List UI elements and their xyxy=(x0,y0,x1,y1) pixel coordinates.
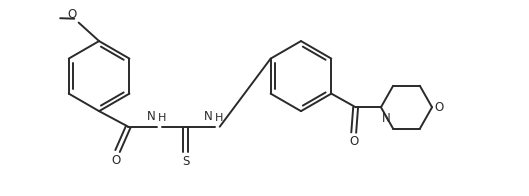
Text: N: N xyxy=(204,110,213,123)
Text: S: S xyxy=(182,155,189,168)
Text: O: O xyxy=(349,135,358,148)
Text: O: O xyxy=(434,101,444,114)
Text: H: H xyxy=(158,113,166,123)
Text: O: O xyxy=(111,154,120,167)
Text: O: O xyxy=(68,8,77,21)
Text: H: H xyxy=(215,113,224,123)
Text: N: N xyxy=(147,110,156,123)
Text: N: N xyxy=(381,112,390,125)
